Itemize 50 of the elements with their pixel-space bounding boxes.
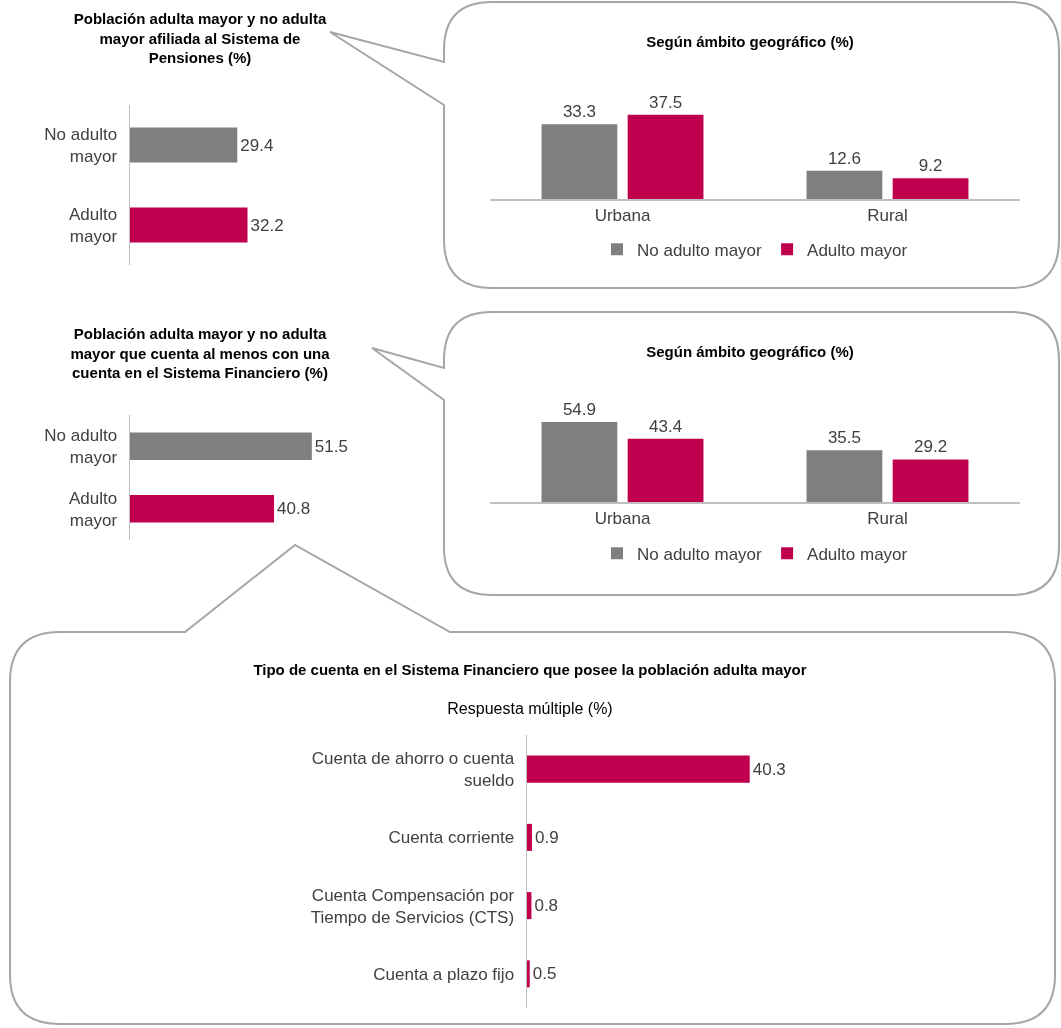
chart-title: Según ámbito geográfico (%): [646, 32, 854, 50]
data-label: 0.8: [534, 896, 559, 916]
bar: [806, 450, 883, 502]
data-label: 43.4: [649, 416, 683, 436]
chart-title: Población adulta mayor y no adulta mayor que cuenta al menos con una cuenta en el Sistema Financiero (%): [70, 325, 331, 381]
x-tick-label: Urbana: [594, 508, 651, 528]
bar: [627, 438, 704, 502]
legend-label: Adulto mayor: [807, 240, 908, 260]
data-label: 54.9: [562, 400, 596, 419]
legend-label: No adulto mayor: [637, 240, 763, 260]
chart-title: Según ámbito geográfico (%): [646, 342, 854, 360]
bar: [892, 459, 969, 502]
data-label: 29.2: [914, 437, 948, 457]
legend-label: Adulto mayor: [807, 544, 908, 564]
chart-subtitle: Respuesta múltiple (%): [447, 700, 613, 718]
y-tick-label: Cuenta a plazo fijo: [373, 964, 515, 984]
data-label: 51.5: [314, 436, 348, 456]
y-tick-label: Adulto mayor: [68, 488, 118, 530]
data-label: 32.2: [250, 215, 284, 235]
legend-label: No adulto mayor: [637, 544, 763, 564]
bar: [527, 823, 532, 851]
data-label: 9.2: [918, 156, 943, 176]
x-tick-label: Urbana: [594, 205, 651, 225]
y-tick-label: Cuenta Compensación por Tiempo de Servicios (CTS): [310, 885, 515, 927]
data-label: 35.5: [827, 428, 861, 448]
x-tick-label: Rural: [867, 508, 908, 528]
bar: [892, 178, 969, 199]
bar: [527, 960, 530, 988]
bar: [806, 170, 883, 199]
data-label: 40.3: [752, 759, 786, 779]
data-label: 37.5: [649, 92, 683, 112]
bar: [527, 892, 532, 920]
y-tick-label: No adulto mayor: [44, 124, 118, 166]
data-label: 0.9: [534, 827, 559, 847]
y-tick-label: Adulto mayor: [68, 204, 118, 246]
bar: [541, 124, 618, 199]
y-tick-label: Cuenta corriente: [388, 828, 515, 848]
bar: [627, 114, 704, 199]
chart-title: Tipo de cuenta en el Sistema Financiero que posee la población adulta mayor: [253, 660, 807, 678]
data-label: 0.5: [532, 964, 557, 984]
data-label: 29.4: [240, 135, 274, 155]
bar: [527, 755, 750, 783]
data-label: 12.6: [827, 148, 861, 168]
x-tick-label: Rural: [867, 205, 908, 225]
y-tick-label: No adulto mayor: [44, 426, 118, 468]
y-tick-label: Cuenta de ahorro o cuenta sueldo: [311, 749, 515, 791]
data-label: 33.3: [562, 102, 596, 122]
bar: [541, 422, 618, 502]
chart-title: Población adulta mayor y no adulta mayor afiliada al Sistema de Pensiones (%): [73, 10, 327, 66]
data-label: 40.8: [277, 499, 311, 519]
